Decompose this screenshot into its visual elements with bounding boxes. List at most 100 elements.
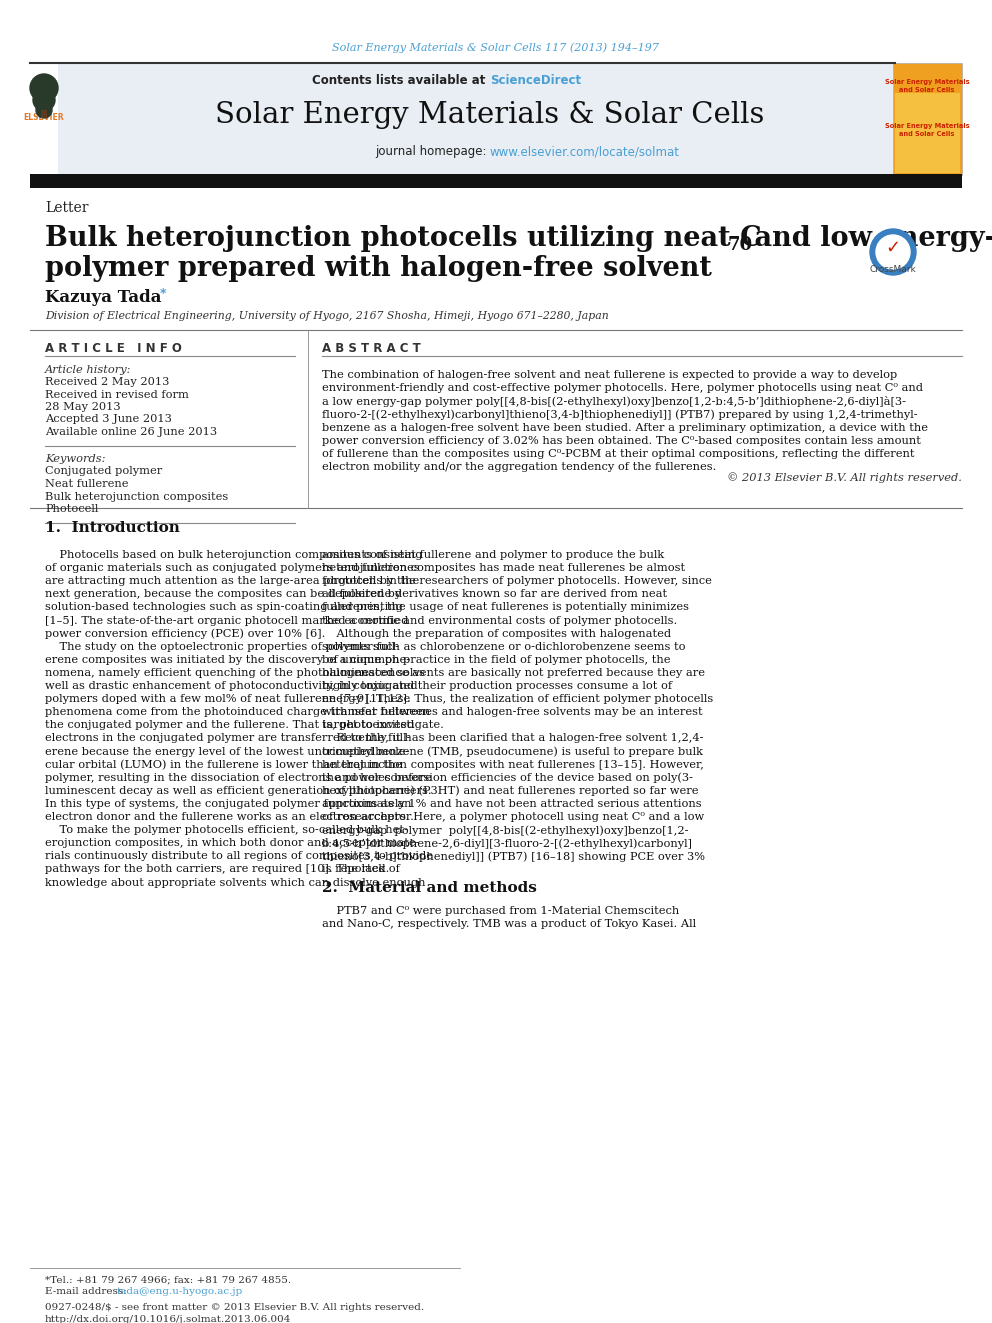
Text: Bulk heterojunction photocells utilizing neat C: Bulk heterojunction photocells utilizing… xyxy=(45,225,762,251)
Text: polymer, resulting in the dissociation of electrons and holes before: polymer, resulting in the dissociation o… xyxy=(45,773,432,783)
Text: Accepted 3 June 2013: Accepted 3 June 2013 xyxy=(45,414,172,425)
Text: target to investigate.: target to investigate. xyxy=(322,720,443,730)
Circle shape xyxy=(36,102,52,118)
Text: CrossMark: CrossMark xyxy=(870,266,917,274)
Text: and Nano-C, respectively. TMB was a product of Tokyo Kasei. All: and Nano-C, respectively. TMB was a prod… xyxy=(322,918,696,929)
Text: fullerenes, the usage of neat fullerenes is potentially minimizes: fullerenes, the usage of neat fullerenes… xyxy=(322,602,689,613)
Bar xyxy=(58,64,893,175)
Text: *: * xyxy=(160,287,167,299)
Text: trimethylbenzene (TMB, pseudocumene) is useful to prepare bulk: trimethylbenzene (TMB, pseudocumene) is … xyxy=(322,746,703,757)
Text: and low energy-gap: and low energy-gap xyxy=(745,225,992,251)
Text: electrons in the conjugated polymer are transferred to the full-: electrons in the conjugated polymer are … xyxy=(45,733,411,744)
Text: amounts of neat fullerene and polymer to produce the bulk: amounts of neat fullerene and polymer to… xyxy=(322,550,664,560)
Text: fluoro-2-[(2-ethylhexyl)carbonyl]thieno[3,4-b]thiophenediyl]] (PTB7) prepared by: fluoro-2-[(2-ethylhexyl)carbonyl]thieno[… xyxy=(322,410,918,421)
Text: of organic materials such as conjugated polymers and fullerenes: of organic materials such as conjugated … xyxy=(45,564,420,573)
Text: benzene as a halogen-free solvent have been studied. After a preliminary optimiz: benzene as a halogen-free solvent have b… xyxy=(322,423,928,433)
Text: all fullerene derivatives known so far are derived from neat: all fullerene derivatives known so far a… xyxy=(322,589,668,599)
Text: Letter: Letter xyxy=(45,201,88,216)
Text: A R T I C L E   I N F O: A R T I C L E I N F O xyxy=(45,341,182,355)
Circle shape xyxy=(33,89,55,111)
Text: b:4,5-b’]dithiophene-2,6-diyl][3-fluoro-2-[(2-ethylhexyl)carbonyl]: b:4,5-b’]dithiophene-2,6-diyl][3-fluoro-… xyxy=(322,839,693,849)
Bar xyxy=(895,93,960,173)
Text: electron donor and the fullerene works as an electron acceptor.: electron donor and the fullerene works a… xyxy=(45,812,414,822)
Text: polymer prepared with halogen-free solvent: polymer prepared with halogen-free solve… xyxy=(45,254,712,282)
Text: Photocell: Photocell xyxy=(45,504,98,515)
Text: the conjugated polymer and the fullerene. That is, photoexcited: the conjugated polymer and the fullerene… xyxy=(45,720,415,730)
Circle shape xyxy=(876,235,910,269)
Text: polymers doped with a few mol% of neat fullerene [7–9]. These: polymers doped with a few mol% of neat f… xyxy=(45,695,411,704)
Text: ScienceDirect: ScienceDirect xyxy=(490,74,581,86)
Text: [1–5]. The state-of-the-art organic photocell marked a certified: [1–5]. The state-of-the-art organic phot… xyxy=(45,615,409,626)
Text: 1.  Introduction: 1. Introduction xyxy=(45,521,180,534)
Text: heterojunction composites with neat fullerenes [13–15]. However,: heterojunction composites with neat full… xyxy=(322,759,704,770)
Text: is reported.: is reported. xyxy=(322,864,390,875)
Bar xyxy=(893,64,962,175)
Text: A B S T R A C T: A B S T R A C T xyxy=(322,341,421,355)
Text: hexylthiophene) (P3HT) and neat fullerenes reported so far were: hexylthiophene) (P3HT) and neat fulleren… xyxy=(322,786,698,796)
Text: Solar Energy Materials
and Solar Cells: Solar Energy Materials and Solar Cells xyxy=(885,123,969,136)
Text: phenomena come from the photoinduced charge transfer between: phenomena come from the photoinduced cha… xyxy=(45,708,431,717)
Text: pathways for the both carriers, are required [10]. The lack of: pathways for the both carriers, are requ… xyxy=(45,864,400,875)
Text: the economic and environmental costs of polymer photocells.: the economic and environmental costs of … xyxy=(322,615,678,626)
Text: nomena, namely efficient quenching of the photoluminescence as: nomena, namely efficient quenching of th… xyxy=(45,668,425,677)
Text: with neat fullerenes and halogen-free solvents may be an interest: with neat fullerenes and halogen-free so… xyxy=(322,708,702,717)
Text: erene because the energy level of the lowest unoccupied mole-: erene because the energy level of the lo… xyxy=(45,746,410,757)
Text: Solar Energy Materials & Solar Cells: Solar Energy Materials & Solar Cells xyxy=(215,101,765,130)
Circle shape xyxy=(30,74,58,102)
Text: Division of Electrical Engineering, University of Hyogo, 2167 Shosha, Himeji, Hy: Division of Electrical Engineering, Univ… xyxy=(45,311,609,321)
Text: solvents such as chlorobenzene or o-dichlorobenzene seems to: solvents such as chlorobenzene or o-dich… xyxy=(322,642,685,652)
Text: approximately 1% and have not been attracted serious attentions: approximately 1% and have not been attra… xyxy=(322,799,701,808)
Text: are attracting much attention as the large-area photocells in the: are attracting much attention as the lar… xyxy=(45,577,420,586)
Text: cular orbital (LUMO) in the fullerene is lower than that in the: cular orbital (LUMO) in the fullerene is… xyxy=(45,759,402,770)
Text: Solar Energy Materials
and Solar Cells: Solar Energy Materials and Solar Cells xyxy=(885,79,969,93)
Text: *Tel.: +81 79 267 4966; fax: +81 79 267 4855.: *Tel.: +81 79 267 4966; fax: +81 79 267 … xyxy=(45,1275,291,1285)
Text: www.elsevier.com/locate/solmat: www.elsevier.com/locate/solmat xyxy=(490,146,680,159)
Text: journal homepage:: journal homepage: xyxy=(375,146,490,159)
Text: thieno[3,4-b]thiophenediyl]] (PTB7) [16–18] showing PCE over 3%: thieno[3,4-b]thiophenediyl]] (PTB7) [16–… xyxy=(322,851,705,861)
Text: E-mail address:: E-mail address: xyxy=(45,1287,130,1297)
Text: energy [11,12]. Thus, the realization of efficient polymer photocells: energy [11,12]. Thus, the realization of… xyxy=(322,695,713,704)
Text: of researchers. Here, a polymer photocell using neat C⁰ and a low: of researchers. Here, a polymer photocel… xyxy=(322,812,704,822)
Text: Conjugated polymer: Conjugated polymer xyxy=(45,467,163,476)
Text: Bulk heterojunction composites: Bulk heterojunction composites xyxy=(45,492,228,501)
Text: 28 May 2013: 28 May 2013 xyxy=(45,402,121,411)
Text: energy-gap  polymer  poly[[4,8-bis[(2-ethylhexyl)oxy]benzo[1,2-: energy-gap polymer poly[[4,8-bis[(2-ethy… xyxy=(322,826,688,836)
Text: Article history:: Article history: xyxy=(45,365,132,374)
Text: environment-friendly and cost-effective polymer photocells. Here, polymer photoc: environment-friendly and cost-effective … xyxy=(322,384,923,393)
Text: The combination of halogen-free solvent and neat fullerene is expected to provid: The combination of halogen-free solvent … xyxy=(322,370,897,380)
Text: well as drastic enhancement of photoconductivity, in conjugated: well as drastic enhancement of photocond… xyxy=(45,681,418,691)
Text: highly toxic and their production processes consume a lot of: highly toxic and their production proces… xyxy=(322,681,673,691)
Text: tada@eng.u-hyogo.ac.jp: tada@eng.u-hyogo.ac.jp xyxy=(117,1287,243,1297)
Text: In this type of systems, the conjugated polymer functions as an: In this type of systems, the conjugated … xyxy=(45,799,412,808)
Text: Keywords:: Keywords: xyxy=(45,454,105,463)
Text: a low energy-gap polymer poly[[4,8-bis[(2-ethylhexyl)oxy]benzo[1,2-b:4,5-b’]dith: a low energy-gap polymer poly[[4,8-bis[(… xyxy=(322,397,906,407)
Text: rials continuously distribute to all regions of composites to provide: rials continuously distribute to all reg… xyxy=(45,851,433,861)
Text: Although the preparation of composites with halogenated: Although the preparation of composites w… xyxy=(322,628,672,639)
Text: Contents lists available at: Contents lists available at xyxy=(312,74,490,86)
Text: The study on the optoelectronic properties of polymer:full-: The study on the optoelectronic properti… xyxy=(45,642,399,652)
Text: 0927-0248/$ - see front matter © 2013 Elsevier B.V. All rights reserved.: 0927-0248/$ - see front matter © 2013 El… xyxy=(45,1303,425,1311)
Text: next generation, because the composites can be deposited by: next generation, because the composites … xyxy=(45,589,401,599)
Text: erene composites was initiated by the discovery of unique phe-: erene composites was initiated by the di… xyxy=(45,655,410,664)
Text: Available online 26 June 2013: Available online 26 June 2013 xyxy=(45,427,217,437)
Text: ✓: ✓ xyxy=(886,239,901,257)
Text: PTB7 and C⁰ were purchased from 1-Material Chemscitech: PTB7 and C⁰ were purchased from 1-Materi… xyxy=(322,905,680,916)
Text: halogenated solvents are basically not preferred because they are: halogenated solvents are basically not p… xyxy=(322,668,705,677)
Text: http://dx.doi.org/10.1016/j.solmat.2013.06.004: http://dx.doi.org/10.1016/j.solmat.2013.… xyxy=(45,1315,292,1323)
Text: heterojunction composites has made neat fullerenes be almost: heterojunction composites has made neat … xyxy=(322,564,685,573)
Text: forgotten by the researchers of polymer photocells. However, since: forgotten by the researchers of polymer … xyxy=(322,577,712,586)
Text: the power conversion efficiencies of the device based on poly(3-: the power conversion efficiencies of the… xyxy=(322,773,693,783)
Text: Photocells based on bulk heterojunction composites consisting: Photocells based on bulk heterojunction … xyxy=(45,550,423,560)
Text: 2.  Material and methods: 2. Material and methods xyxy=(322,881,537,894)
Text: 70: 70 xyxy=(728,235,753,254)
Text: luminescent decay as well as efficient generation of photocarriers.: luminescent decay as well as efficient g… xyxy=(45,786,432,796)
Text: ELSEVIER: ELSEVIER xyxy=(24,114,64,123)
Bar xyxy=(41,110,47,118)
Text: Kazuya Tada: Kazuya Tada xyxy=(45,288,162,306)
Circle shape xyxy=(870,229,916,275)
Text: Received 2 May 2013: Received 2 May 2013 xyxy=(45,377,170,388)
Text: knowledge about appropriate solvents which can dissolve enough: knowledge about appropriate solvents whi… xyxy=(45,877,426,888)
Text: Recently, it has been clarified that a halogen-free solvent 1,2,4-: Recently, it has been clarified that a h… xyxy=(322,733,703,744)
Text: power conversion efficiency (PCE) over 10% [6].: power conversion efficiency (PCE) over 1… xyxy=(45,628,325,639)
Bar xyxy=(30,175,962,188)
